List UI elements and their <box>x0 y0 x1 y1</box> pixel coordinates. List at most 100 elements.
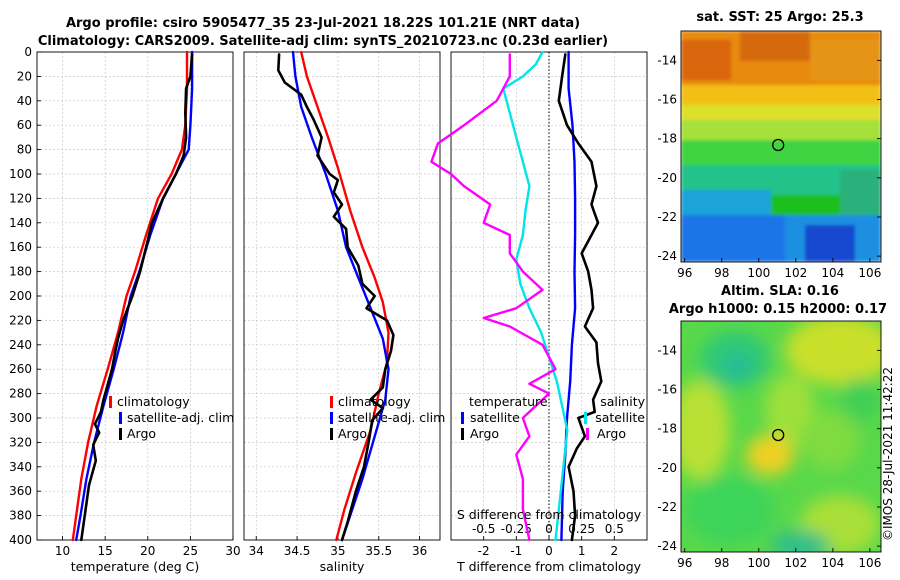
sst-lon-axis: 96 98 100 102 104 106 <box>677 258 881 280</box>
depth-tick-label: 400 <box>9 533 32 547</box>
lon-tick-label: 104 <box>821 266 844 280</box>
sst-argo-location-marker <box>772 138 785 152</box>
depth-tick-label: 160 <box>9 240 32 254</box>
depth-tick-label: 340 <box>9 460 32 474</box>
legend-swatch-satellite <box>330 412 333 424</box>
depth-tick-label: 300 <box>9 411 32 425</box>
series-line-argo <box>276 53 395 542</box>
temperature-series <box>71 50 194 542</box>
series-line-argo <box>80 53 194 542</box>
temperature-xlabel: temperature (deg C) <box>71 559 200 574</box>
x-tick-label: 0 <box>545 544 553 558</box>
legend-swatch-argo <box>330 428 333 440</box>
salinity-grid <box>244 51 440 541</box>
series-line-t-argo <box>557 53 603 542</box>
depth-tick-label: 40 <box>17 94 32 108</box>
x-tick-label: 20 <box>140 544 155 558</box>
sla-map-axes <box>680 320 882 553</box>
depth-tick-label: 120 <box>9 191 32 205</box>
lon-tick-label: 104 <box>821 556 844 570</box>
legend-swatch-climatology <box>109 396 112 408</box>
difference-legend-salinity: salinity satellite Argo <box>584 394 646 441</box>
figure-title-line2: Climatology: CARS2009. Satellite-adj cli… <box>38 34 608 49</box>
sst-heatmap <box>681 31 881 262</box>
lon-tick-label: 102 <box>784 266 807 280</box>
x-tick-label: 1 <box>578 544 586 558</box>
depth-tick-label: 20 <box>17 69 32 83</box>
depth-tick-label: 80 <box>17 143 32 157</box>
x-tick-label: 2 <box>611 544 619 558</box>
depth-tick-label: 220 <box>9 313 32 327</box>
x-tick-label: -1 <box>510 544 522 558</box>
x-tick-label: 15 <box>98 544 113 558</box>
s-diff-tick-label: -0.5 <box>472 522 495 536</box>
lon-tick-label: 100 <box>747 266 770 280</box>
legend-label-climatology: climatology <box>338 394 411 409</box>
x-tick-label: 35.5 <box>365 544 392 558</box>
sla-map-panel: Altim. SLA: 0.16 Argo h1000: 0.15 h2000:… <box>657 284 887 570</box>
lat-tick-label: -24 <box>657 539 677 553</box>
legend-swatch-s-satellite <box>584 412 587 424</box>
difference-xlabel: T difference from climatology <box>456 559 642 574</box>
depth-tick-label: 320 <box>9 435 32 449</box>
difference-legend-temperature: temperature satellite Argo <box>461 394 548 441</box>
sla-map-title: Altim. SLA: 0.16 <box>721 284 839 299</box>
lat-tick-label: -18 <box>657 132 677 146</box>
sla-map-subtitle: Argo h1000: 0.15 h2000: 0.17 <box>669 302 887 317</box>
lat-tick-label: -22 <box>657 500 677 514</box>
x-tick-label: 25 <box>183 544 198 558</box>
sla-lat-axis: -14 -16 -18 -20 -22 -24 <box>657 343 881 553</box>
legend-title-temperature: temperature <box>469 394 548 409</box>
legend-label-t-argo: Argo <box>470 426 499 441</box>
x-tick-label: 30 <box>225 544 240 558</box>
temperature-grid <box>37 51 234 541</box>
legend-swatch-t-argo <box>461 428 464 440</box>
x-tick-label: 36 <box>412 544 427 558</box>
lon-tick-label: 96 <box>677 266 692 280</box>
series-line-s-argo <box>430 53 557 542</box>
lon-tick-label: 106 <box>858 266 881 280</box>
lat-tick-label: -20 <box>657 171 677 185</box>
sst-lat-axis: -14 -16 -18 -20 -22 -24 <box>657 53 881 263</box>
series-line-climatology <box>71 50 189 542</box>
lon-tick-label: 106 <box>858 556 881 570</box>
x-tick-label: 35 <box>330 544 345 558</box>
lat-tick-label: -14 <box>657 53 677 67</box>
salinity-panel: 34 34.5 35 35.5 36 salinity climatology sate… <box>243 50 445 574</box>
depth-tick-label: 200 <box>9 289 32 303</box>
legend-label-t-satellite: satellite <box>470 410 520 425</box>
x-tick-label: 10 <box>55 544 70 558</box>
salinity-xlabel: salinity <box>320 559 365 574</box>
depth-axis: 0 20 40 60 80 100 120 140 160 180 200 220 240 260 280 3… <box>9 45 41 547</box>
legend-swatch-argo <box>119 428 122 440</box>
legend-title-salinity: salinity <box>600 394 645 409</box>
depth-tick-label: 180 <box>9 265 32 279</box>
legend-label-climatology: climatology <box>117 394 190 409</box>
depth-tick-label: 100 <box>9 167 32 181</box>
lon-tick-label: 98 <box>714 556 729 570</box>
x-tick-label: 34.5 <box>284 544 311 558</box>
lat-tick-label: -24 <box>657 249 677 263</box>
legend-label-s-argo: Argo <box>597 426 626 441</box>
lat-tick-label: -20 <box>657 461 677 475</box>
sst-map-axes <box>680 30 882 263</box>
lat-tick-label: -14 <box>657 343 677 357</box>
sla-heatmap <box>681 321 881 552</box>
lon-tick-label: 98 <box>714 266 729 280</box>
series-line-satellite-adj-clim <box>291 50 390 542</box>
legend-swatch-climatology <box>330 396 333 408</box>
series-line-climatology <box>300 50 390 542</box>
lat-tick-label: -22 <box>657 210 677 224</box>
lat-tick-label: -16 <box>657 383 677 397</box>
salinity-x-axis: 34 34.5 35 35.5 36 <box>249 536 427 558</box>
difference-grid <box>451 51 647 541</box>
difference-panel: -2 -1 0 1 2 -0.5 -0.25 0 0.25 0.5 S difference f… <box>430 50 648 574</box>
sla-lon-axis: 96 98 100 102 104 106 <box>677 548 881 570</box>
depth-tick-label: 280 <box>9 387 32 401</box>
depth-tick-label: 240 <box>9 338 32 352</box>
legend-label-s-satellite: satellite <box>595 410 645 425</box>
temperature-x-axis: 10 15 20 25 30 <box>55 536 241 558</box>
lon-tick-label: 102 <box>784 556 807 570</box>
lat-tick-label: -18 <box>657 422 677 436</box>
